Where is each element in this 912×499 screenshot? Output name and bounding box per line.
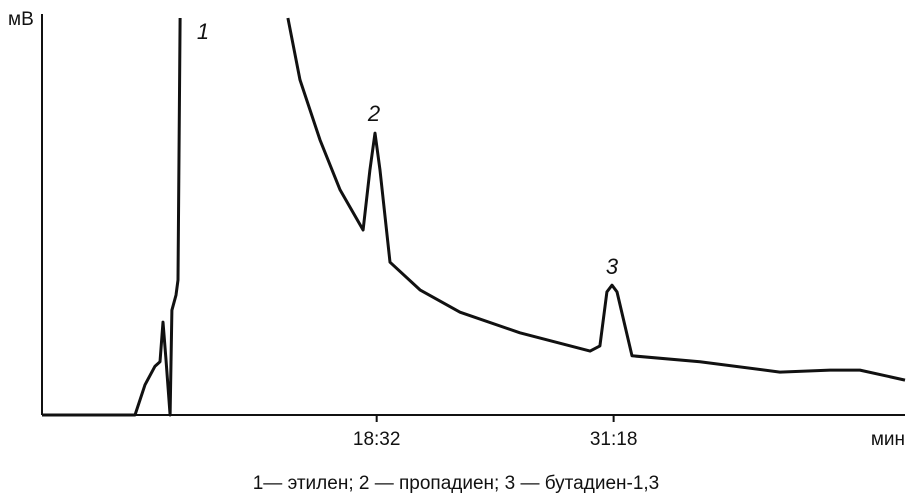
peak-label: 3	[606, 254, 619, 279]
x-tick-label: 31:18	[590, 429, 638, 450]
caption: 1— этилен; 2 — пропадиен; 3 — бутадиен-1…	[253, 473, 660, 494]
peak-label: 2	[367, 101, 380, 126]
x-axis-label: мин	[871, 429, 905, 450]
peak-label: 1	[197, 19, 209, 44]
y-axis-label: мВ	[8, 9, 34, 30]
signal-line	[42, 17, 906, 417]
x-tick-label: 18:32	[353, 429, 401, 450]
